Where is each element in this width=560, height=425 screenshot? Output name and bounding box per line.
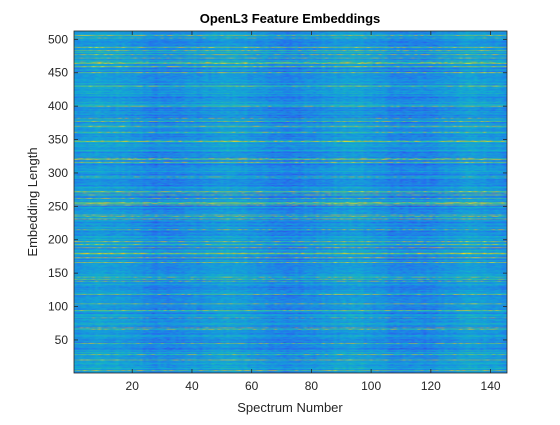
y-tick-label: 300 [48, 166, 68, 180]
x-tick-label: 120 [421, 379, 441, 393]
plot-frame [73, 30, 508, 374]
y-tick-label: 400 [48, 99, 68, 113]
x-tick-label: 80 [305, 379, 319, 393]
y-tick-label: 100 [48, 300, 68, 314]
y-axis-label: Embedding Length [25, 147, 40, 256]
y-tick-label: 50 [55, 333, 69, 347]
heatmap-image [74, 31, 507, 373]
x-tick-label: 40 [185, 379, 199, 393]
y-tick-label: 500 [48, 32, 68, 46]
x-tick-label: 20 [126, 379, 140, 393]
y-tick-label: 350 [48, 133, 68, 147]
y-tick-label: 250 [48, 199, 68, 213]
x-tick-label: 140 [481, 379, 501, 393]
axes: 20 40 60 80 100 120 140 50 100 150 200 250 300 350 400… [48, 30, 508, 393]
chart-title: OpenL3 Feature Embeddings [200, 11, 381, 26]
x-axis-label: Spectrum Number [237, 400, 343, 415]
x-tick-label: 100 [361, 379, 381, 393]
x-tick-label: 60 [245, 379, 259, 393]
y-tick-label: 200 [48, 233, 68, 247]
heatmap-raster [74, 31, 507, 373]
y-tick-label: 450 [48, 66, 68, 80]
y-tick-label: 150 [48, 266, 68, 280]
